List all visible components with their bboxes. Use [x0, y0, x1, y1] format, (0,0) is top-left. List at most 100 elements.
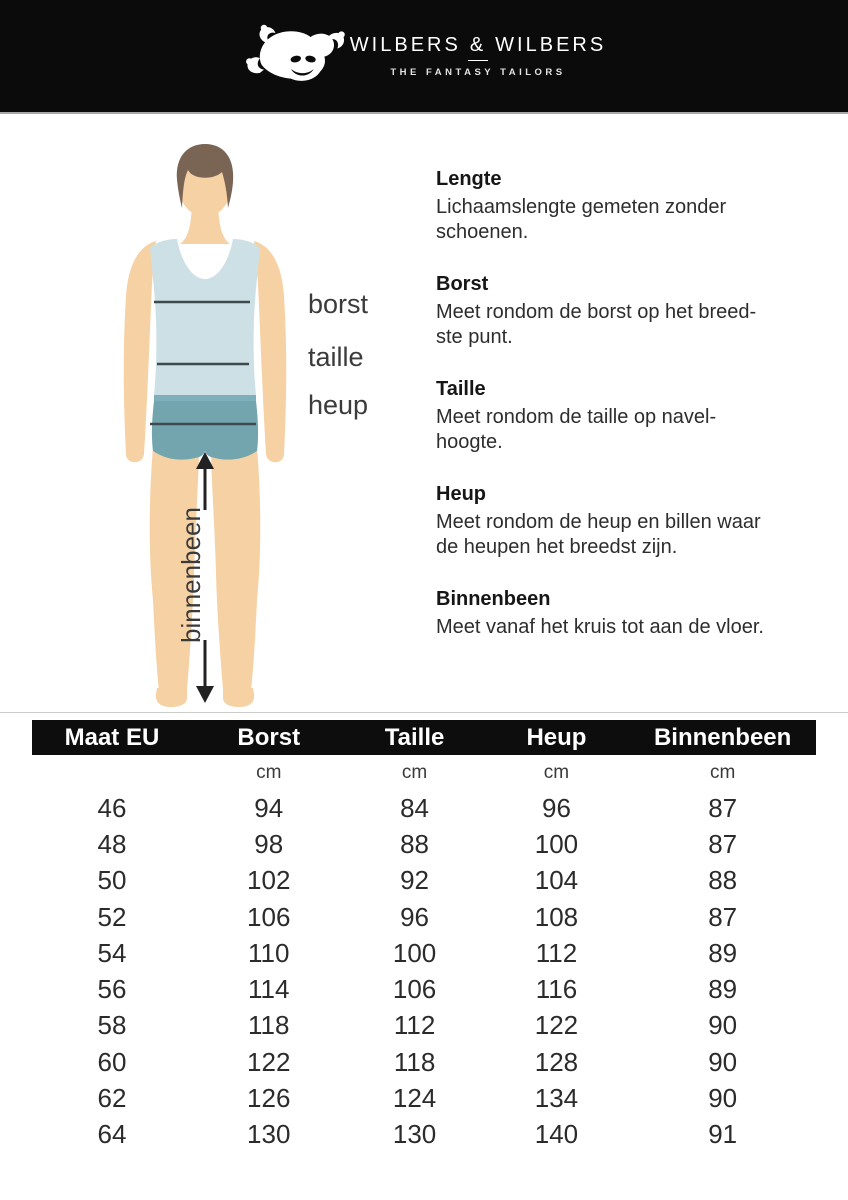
- instruction-lengte: Lengte Lichaamslengte gemeten zonder sch…: [436, 166, 828, 245]
- size-table-row: 50 102 92 104 88: [32, 863, 816, 899]
- unit-cell: cm: [256, 761, 282, 783]
- cell-heup: 116: [535, 974, 578, 1005]
- cell-borst: 114: [248, 974, 290, 1005]
- instruction-title: Heup: [436, 483, 486, 505]
- figure-left-foot: [155, 688, 187, 707]
- size-table-row: 52 106 96 108 87: [32, 899, 816, 935]
- size-table-section: Maat EU Borst Taille Heup Binnenbeen cm …: [0, 712, 848, 1153]
- size-table-units-row: cm cm cm cm: [32, 755, 816, 790]
- brand-logo: WILBERS & WILBERS THE FANTASY TAILORS: [242, 18, 606, 94]
- cell-binnenbeen: 90: [708, 1046, 738, 1077]
- figure-hair: [176, 144, 234, 208]
- instruction-body: Meet vanaf het kruis tot aan de vloer.: [436, 616, 764, 638]
- jester-mask-icon: [245, 24, 345, 81]
- brand-word-right: WILBERS: [495, 34, 607, 56]
- brand-text-block: WILBERS & WILBERS THE FANTASY TAILORS: [350, 34, 606, 78]
- brand-word-left: WILBERS: [349, 34, 461, 56]
- cell-heup: 134: [534, 1083, 579, 1114]
- cell-binnenbeen: 87: [708, 828, 738, 859]
- cell-binnenbeen: 87: [708, 792, 738, 823]
- unit-cell: cm: [543, 761, 570, 783]
- brand-ampersand: &: [467, 34, 489, 61]
- cell-binnenbeen: 90: [708, 1083, 738, 1114]
- size-table-row: 64 130 130 140 91: [32, 1117, 816, 1153]
- instruction-body: Meet rondom de borst op het breed- ste p…: [436, 301, 757, 348]
- cell-taille: 118: [393, 1046, 436, 1077]
- cell-maat: 64: [97, 1119, 127, 1150]
- column-header-heup: Heup: [526, 723, 587, 751]
- cell-heup: 128: [534, 1046, 579, 1077]
- figure-left-leg: [149, 436, 199, 690]
- cell-maat: 52: [97, 901, 127, 932]
- heup-label: heup: [308, 390, 369, 420]
- brand-tagline: THE FANTASY TAILORS: [390, 67, 566, 78]
- figure-left-arm: [123, 241, 156, 463]
- size-table: Maat EU Borst Taille Heup Binnenbeen cm …: [32, 720, 816, 1153]
- cell-taille: 130: [392, 1119, 437, 1150]
- cell-heup: 104: [534, 865, 579, 896]
- cell-borst: 122: [247, 1046, 291, 1077]
- size-table-row: 46 94 84 96 87: [32, 790, 816, 826]
- cell-borst: 94: [254, 792, 284, 823]
- instruction-body: Lichaamslengte gemeten zonder schoenen.: [436, 196, 727, 243]
- cell-maat: 48: [97, 828, 127, 859]
- instruction-title: Taille: [436, 378, 486, 400]
- binnenbeen-arrowhead-down: [196, 686, 214, 703]
- cell-binnenbeen: 89: [708, 937, 738, 968]
- cell-borst: 98: [254, 828, 284, 859]
- figure-right-leg: [211, 436, 261, 690]
- cell-borst: 102: [247, 865, 291, 896]
- cell-binnenbeen: 88: [708, 865, 738, 896]
- cell-heup: 96: [541, 792, 571, 823]
- cell-taille: 124: [392, 1083, 437, 1114]
- binnenbeen-label: binnenbeen: [176, 507, 206, 643]
- cell-taille: 106: [392, 974, 437, 1005]
- column-header-borst: Borst: [237, 723, 301, 751]
- figure-tank-top: [150, 239, 260, 395]
- taille-label: taille: [308, 342, 364, 372]
- instruction-binnenbeen: Binnenbeen Meet vanaf het kruis tot aan …: [436, 586, 828, 640]
- size-table-row: 56 114 106 116 89: [32, 971, 816, 1007]
- measurement-diagram-section: binnenbeen borst taille heup Lengte Lich…: [0, 114, 848, 712]
- cell-binnenbeen: 90: [708, 1010, 738, 1041]
- cell-maat: 50: [97, 865, 127, 896]
- cell-taille: 84: [400, 792, 430, 823]
- unit-cell: cm: [709, 761, 736, 783]
- figure-shorts-waistband: [154, 395, 256, 401]
- cell-taille: 96: [400, 901, 430, 932]
- column-header-binnenbeen: Binnenbeen: [653, 723, 792, 751]
- body-measurement-figure: binnenbeen: [123, 144, 287, 707]
- figure-shorts: [151, 401, 259, 460]
- cell-maat: 54: [97, 937, 127, 968]
- cell-maat: 58: [97, 1010, 127, 1041]
- instruction-borst: Borst Meet rondom de borst op het breed-…: [436, 271, 828, 350]
- column-header-taille: Taille: [384, 723, 445, 751]
- cell-heup: 108: [534, 901, 579, 932]
- cell-borst: 110: [248, 937, 290, 968]
- cell-heup: 100: [534, 828, 579, 859]
- cell-taille: 88: [400, 828, 430, 859]
- brand-header: WILBERS & WILBERS THE FANTASY TAILORS: [0, 0, 848, 114]
- measurement-instructions: Lengte Lichaamslengte gemeten zonder sch…: [436, 166, 828, 666]
- instruction-title: Borst: [436, 273, 489, 295]
- size-table-row: 60 122 118 128 90: [32, 1044, 816, 1080]
- cell-maat: 60: [97, 1046, 127, 1077]
- figure-right-foot: [223, 688, 255, 707]
- figure-right-arm: [254, 241, 287, 463]
- instruction-body: Meet rondom de taille op navel- hoogte.: [436, 406, 717, 453]
- cell-borst: 118: [248, 1010, 290, 1041]
- size-table-row: 58 118 112 122 90: [32, 1008, 816, 1044]
- instruction-body: Meet rondom de heup en billen waar de he…: [436, 511, 761, 558]
- cell-borst: 130: [247, 1119, 291, 1150]
- borst-label: borst: [308, 289, 369, 319]
- cell-heup: 112: [535, 937, 578, 968]
- cell-maat: 46: [97, 792, 127, 823]
- cell-taille: 100: [392, 937, 437, 968]
- cell-maat: 62: [97, 1083, 127, 1114]
- cell-taille: 112: [393, 1010, 436, 1041]
- cell-borst: 126: [247, 1083, 291, 1114]
- cell-heup: 140: [534, 1119, 579, 1150]
- size-table-row: 54 110 100 112 89: [32, 935, 816, 971]
- column-header-maat-eu: Maat EU: [64, 723, 160, 751]
